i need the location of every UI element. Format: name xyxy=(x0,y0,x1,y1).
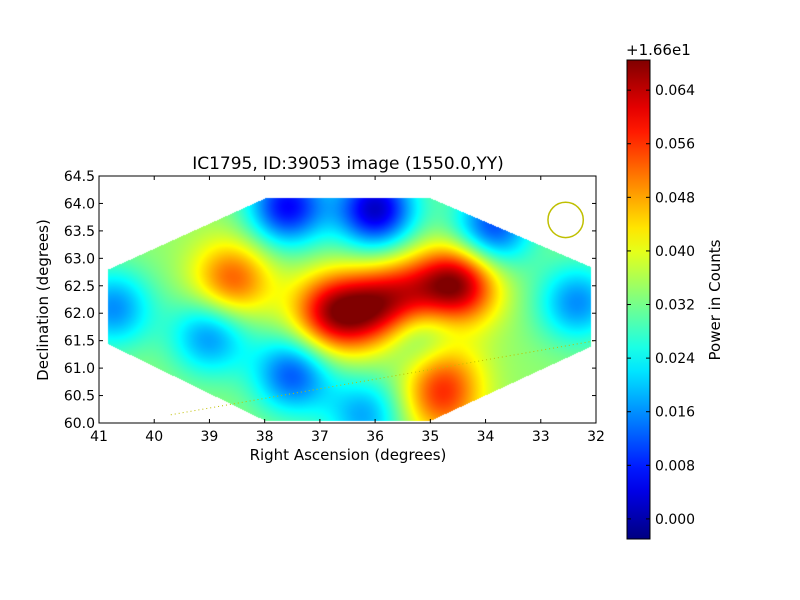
colorbar-offset-text: +1.66e1 xyxy=(626,41,691,59)
x-tick-label: 38 xyxy=(256,429,274,445)
colorbar-tick-label: 0.032 xyxy=(655,298,695,314)
x-tick-label: 32 xyxy=(587,429,605,445)
plot-frame xyxy=(98,175,597,424)
y-tick-label: 64.0 xyxy=(64,196,95,212)
x-tick-label: 34 xyxy=(477,429,495,445)
y-tick-label: 61.0 xyxy=(64,361,95,377)
x-tick-label: 36 xyxy=(366,429,384,445)
heatmap-image xyxy=(99,176,596,423)
y-tick-label: 62.5 xyxy=(64,279,95,295)
y-tick-label: 64.5 xyxy=(64,169,95,185)
colorbar-tick-label: 0.000 xyxy=(655,512,695,528)
colorbar-tick-label: 0.016 xyxy=(655,405,695,421)
x-tick-label: 35 xyxy=(421,429,439,445)
y-tick-label: 60.0 xyxy=(64,416,95,432)
y-axis-label: Declination (degrees) xyxy=(34,219,52,381)
colorbar-label: Power in Counts xyxy=(706,239,724,360)
y-tick-label: 62.0 xyxy=(64,306,95,322)
x-tick-label: 39 xyxy=(201,429,219,445)
colorbar-tick-label: 0.008 xyxy=(655,458,695,474)
colorbar-tick-label: 0.064 xyxy=(655,83,695,99)
plot-area: 41 40 39 38 37 36 35 34 33 32 60.0 60.5 61.0 61.5 62.… xyxy=(64,169,605,445)
chart-title: IC1795, ID:39053 image (1550.0,YY) xyxy=(192,154,504,174)
colorbar-tick-label: 0.024 xyxy=(655,351,695,367)
x-axis-ticks: 41 40 39 38 37 36 35 34 33 32 xyxy=(90,176,605,445)
colorbar-tick-label: 0.040 xyxy=(655,244,695,260)
colorbar: 0.000 0.008 0.016 0.024 0.032 0.040 0.048 0.056… xyxy=(626,41,724,540)
colorbar-gradient xyxy=(626,59,651,540)
y-tick-label: 61.5 xyxy=(64,334,95,350)
y-axis-ticks: 60.0 60.5 61.0 61.5 62.0 62.5 63.0 63.5 64.0 64.5 xyxy=(64,169,596,432)
y-tick-label: 63.0 xyxy=(64,251,95,267)
colorbar-tick-label: 0.048 xyxy=(655,190,695,206)
x-axis-label: Right Ascension (degrees) xyxy=(250,446,447,464)
beam-circle xyxy=(547,201,585,239)
x-tick-label: 41 xyxy=(90,429,108,445)
y-tick-label: 60.5 xyxy=(64,389,95,405)
colorbar-tick-label: 0.056 xyxy=(655,137,695,153)
x-tick-label: 33 xyxy=(532,429,550,445)
x-tick-label: 40 xyxy=(145,429,163,445)
y-tick-label: 63.5 xyxy=(64,224,95,240)
colorbar-ticks: 0.000 0.008 0.016 0.024 0.032 0.040 0.048 0.056… xyxy=(627,83,695,528)
x-tick-label: 37 xyxy=(311,429,329,445)
